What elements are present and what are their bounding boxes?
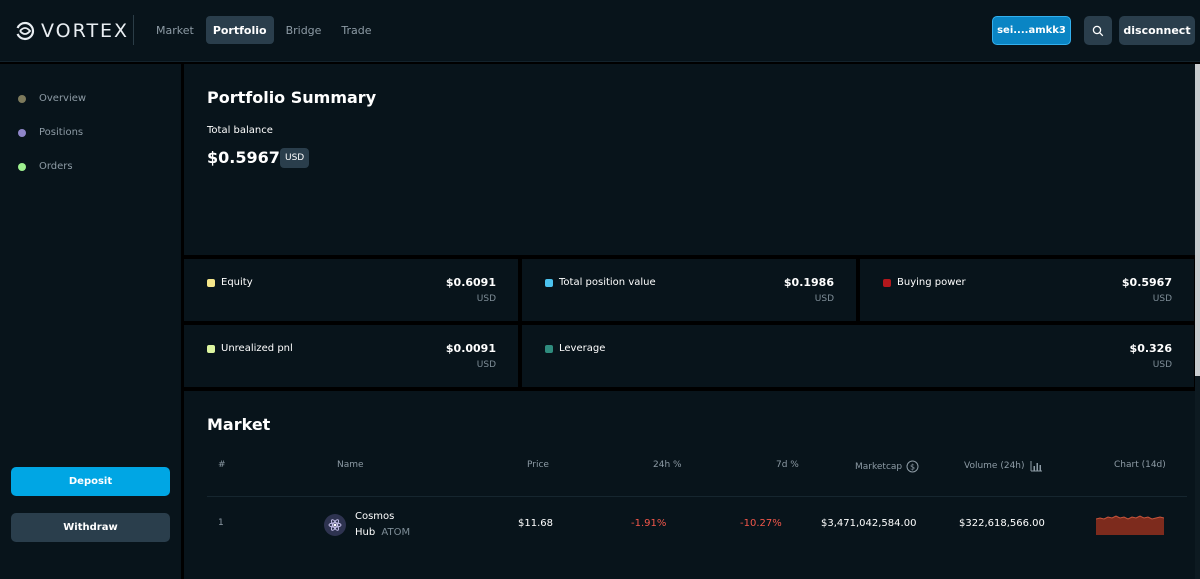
bar-chart-icon (1030, 461, 1042, 472)
svg-text:$: $ (910, 462, 915, 471)
stat-value: $0.0091 (445, 342, 496, 355)
page-title: Portfolio Summary (207, 88, 377, 107)
disconnect-button[interactable]: disconnect (1119, 16, 1195, 45)
stat-value: $0.6091 (445, 276, 496, 289)
stat-unit: USD (476, 360, 496, 370)
stat-unit: USD (814, 294, 834, 304)
sidebar-item-overview[interactable]: Overview (18, 93, 86, 104)
sidebar-item-label: Positions (39, 127, 84, 138)
buying-power-square-icon (883, 278, 891, 287)
nav-market[interactable]: Market (156, 23, 194, 37)
asset-name-line1: Cosmos (355, 511, 395, 522)
column-header-marketcap[interactable]: Marketcap $ (855, 460, 919, 473)
stat-unit: USD (1152, 294, 1172, 304)
asset-sparkline (1096, 515, 1164, 535)
stat-card-leverage: Leverage $0.326 USD (522, 325, 1194, 387)
total-balance-label: Total balance (207, 125, 273, 136)
total-balance-value: $0.5967 (207, 148, 280, 167)
currency-badge: USD (280, 148, 310, 168)
stat-unit: USD (476, 294, 496, 304)
asset-symbol: ATOM (381, 527, 411, 538)
pnl-square-icon (207, 344, 215, 353)
scrollbar-thumb[interactable] (1195, 64, 1200, 376)
stat-label-text: Total position value (559, 277, 656, 288)
stat-value: $0.5967 (1121, 276, 1172, 289)
portfolio-summary-panel: Portfolio Summary Total balance $0.5967 … (184, 64, 1200, 255)
sidebar-item-positions[interactable]: Positions (18, 127, 83, 138)
stat-label: Total position value (545, 277, 656, 288)
stat-label: Buying power (883, 277, 966, 288)
search-button[interactable] (1084, 16, 1112, 45)
column-header-price[interactable]: Price (527, 460, 549, 470)
withdraw-button[interactable]: Withdraw (11, 513, 170, 542)
vortex-logo-icon (15, 21, 35, 41)
stat-label-text: Unrealized pnl (221, 343, 293, 354)
main-nav: Market Portfolio Bridge Trade (148, 16, 380, 44)
top-bar: VORTEX Market Portfolio Bridge Trade sei… (0, 0, 1200, 62)
asset-marketcap: $3,471,042,584.00 (821, 518, 917, 529)
overview-dot-icon (18, 94, 26, 103)
stat-value: $0.1986 (783, 276, 834, 289)
cosmos-atom-icon (324, 514, 346, 536)
stat-label-text: Leverage (559, 343, 606, 354)
asset-name-line2-wrap: Hub ATOM (355, 525, 410, 541)
stat-card-total-position-value: Total position value $0.1986 USD (522, 259, 856, 321)
dollar-circle-icon: $ (906, 460, 919, 473)
sidebar-item-label: Overview (39, 93, 87, 104)
logo-text: VORTEX (41, 20, 130, 42)
position-value-square-icon (545, 278, 553, 287)
sidebar-item-label: Orders (39, 161, 73, 172)
stat-unit: USD (1152, 360, 1172, 370)
column-header-chart: Chart (14d) (1114, 460, 1166, 470)
stat-label: Unrealized pnl (207, 343, 293, 354)
stat-label-text: Buying power (897, 277, 966, 288)
column-header-name[interactable]: Name (337, 460, 364, 470)
sidebar-item-orders[interactable]: Orders (18, 161, 73, 172)
nav-trade[interactable]: Trade (341, 23, 372, 37)
equity-square-icon (207, 278, 215, 287)
deposit-button[interactable]: Deposit (11, 467, 170, 496)
logo[interactable]: VORTEX (15, 18, 129, 44)
asset-price: $11.68 (518, 518, 553, 529)
row-number: 1 (218, 518, 224, 528)
nav-portfolio[interactable]: Portfolio (205, 16, 274, 44)
stat-card-buying-power: Buying power $0.5967 USD (860, 259, 1194, 321)
asset-name-line2: Hub (355, 527, 376, 538)
header-divider (133, 15, 134, 45)
wallet-address-button[interactable]: sei....amkk3 (992, 16, 1071, 45)
asset-volume: $322,618,566.00 (959, 518, 1045, 529)
nav-bridge[interactable]: Bridge (285, 23, 322, 37)
sidebar: Overview Positions Orders Deposit Withdr… (0, 64, 181, 579)
search-icon (1092, 25, 1104, 36)
orders-dot-icon (18, 162, 26, 171)
column-header-number: # (218, 460, 226, 470)
column-header-7d[interactable]: 7d % (776, 460, 799, 470)
column-header-volume[interactable]: Volume (24h) (964, 460, 1043, 472)
asset-change-7d: -10.27% (740, 518, 782, 529)
market-title: Market (207, 415, 271, 434)
column-header-label: Marketcap (855, 461, 903, 472)
stat-label: Equity (207, 277, 253, 288)
leverage-square-icon (545, 344, 553, 353)
stat-card-equity: Equity $0.6091 USD (184, 259, 518, 321)
stat-value: $0.326 (1129, 342, 1172, 355)
asset-change-24h: -1.91% (631, 518, 667, 529)
column-header-label: Volume (24h) (964, 461, 1025, 471)
asset-name: Cosmos Hub ATOM (355, 509, 410, 541)
table-header-divider (207, 496, 1187, 497)
stat-label: Leverage (545, 343, 605, 354)
positions-dot-icon (18, 128, 26, 137)
stat-label-text: Equity (221, 277, 253, 288)
stat-card-unrealized-pnl: Unrealized pnl $0.0091 USD (184, 325, 518, 387)
column-header-24h[interactable]: 24h % (653, 460, 682, 470)
market-panel: Market # Name Price 24h % 7d % Marketcap… (184, 391, 1200, 579)
